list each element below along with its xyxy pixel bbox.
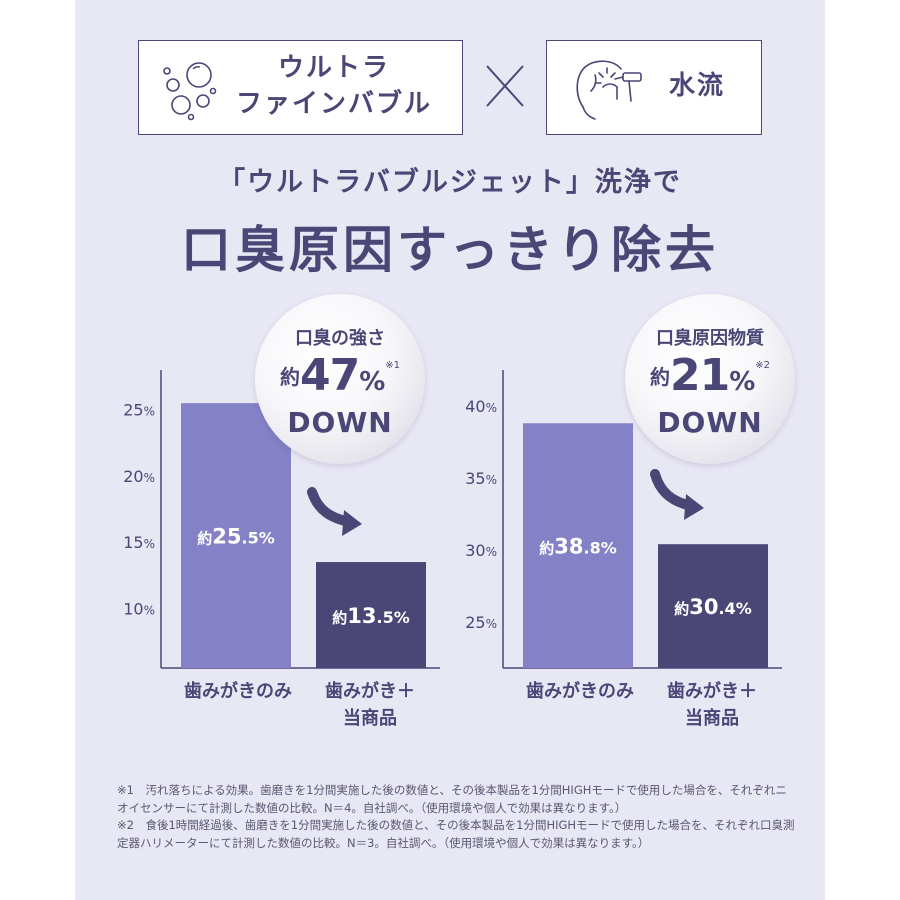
bar-value-int: 38 — [554, 535, 583, 559]
bar-value-label: 約38.8% — [539, 535, 617, 559]
badge-down: DOWN — [287, 406, 393, 439]
water-flow-label: 水流 — [668, 71, 725, 101]
y-tick-label: 30% — [465, 541, 497, 560]
category-label: 当商品 — [685, 707, 739, 729]
subtitle: 「ウルトラバブルジェット」洗浄で — [218, 167, 682, 198]
bar-value-dec: .4 — [719, 599, 736, 618]
y-tick-label: 35% — [465, 469, 497, 488]
footnote-1: ※1 汚れ落ちによる効果。歯磨きを1分間実施した後の数値と、その後本製品を1分間… — [117, 783, 787, 815]
y-tick-label: 25% — [465, 613, 497, 632]
y-tick-number: 25 — [123, 401, 143, 420]
decrease-arrowhead-icon — [684, 494, 704, 520]
footnote-2: ※2 食後1時間経過後、歯磨きを1分間実施した後の数値と、その後本製品を1分間H… — [117, 818, 795, 850]
y-tick-number: 35 — [465, 469, 485, 488]
y-tick-label: 25% — [123, 401, 155, 420]
y-tick-percent: % — [486, 473, 497, 487]
y-tick-number: 25 — [465, 613, 485, 632]
y-tick-percent: % — [144, 471, 155, 485]
y-tick-label: 20% — [123, 467, 155, 486]
y-tick-number: 10 — [123, 599, 143, 618]
badge-down: DOWN — [657, 406, 763, 439]
decrease-arrowhead-icon — [342, 510, 362, 536]
category-label: 歯みがき＋ — [667, 680, 757, 702]
bar-value-percent: % — [394, 608, 410, 627]
bubble-line1: ウルトラ — [277, 53, 390, 83]
badge-about: 約 — [649, 365, 670, 389]
y-tick-number: 15 — [123, 533, 143, 552]
y-tick-percent: % — [144, 603, 155, 617]
bar-brushing-plus-product — [316, 562, 426, 668]
water-flow-box: 水流 — [546, 40, 762, 135]
y-tick-label: 10% — [123, 599, 155, 618]
y-tick-percent: % — [486, 401, 497, 415]
bar-value-dec: .8 — [584, 539, 601, 558]
bar-brushing-only — [523, 423, 633, 668]
bar-value-percent: % — [736, 599, 752, 618]
badge-number: 47 — [299, 350, 360, 401]
bar-value-label: 約25.5% — [197, 525, 275, 549]
category-label: 歯みがきのみ — [526, 680, 634, 702]
bar-value-dec: .5 — [377, 608, 394, 627]
bar-value-int: 25 — [212, 525, 241, 549]
times-icon — [486, 65, 524, 107]
bar-value-percent: % — [259, 529, 275, 548]
y-tick-percent: % — [486, 545, 497, 559]
page-title: 口臭原因すっきり除去 — [181, 221, 719, 279]
badge-about: 約 — [279, 365, 300, 389]
bar-value-int: 13 — [347, 604, 376, 628]
badge-footnote-ref: ※1 — [385, 360, 401, 371]
badge-odor-substance: 口臭原因物質 約21%※2 DOWN — [625, 294, 795, 464]
bar-value-dec: .5 — [242, 529, 259, 548]
ultra-fine-bubble-box: ウルトラ ファインバブル — [138, 40, 463, 135]
y-tick-percent: % — [144, 405, 155, 419]
y-tick-number: 20 — [123, 467, 143, 486]
bar-value-percent: % — [601, 539, 617, 558]
bubble-line2: ファインバブル — [235, 89, 432, 119]
badge-footnote-ref: ※2 — [755, 360, 771, 371]
bar-value-about: 約 — [332, 609, 347, 627]
y-tick-label: 15% — [123, 533, 155, 552]
badge-label: 口臭の強さ — [295, 328, 385, 349]
bar-value-label: 約30.4% — [674, 595, 752, 619]
bar-brushing-only — [181, 403, 291, 668]
category-label: 歯みがきのみ — [184, 680, 292, 702]
badge-value: 約47%※1 — [255, 350, 425, 401]
badge-number: 21 — [669, 350, 730, 401]
badge-breath-intensity: 口臭の強さ 約47%※1 DOWN — [255, 294, 425, 464]
bar-brushing-plus-product — [658, 544, 768, 668]
bar-value-about: 約 — [197, 530, 212, 548]
category-label: 当商品 — [343, 707, 397, 729]
y-tick-number: 40 — [465, 397, 485, 416]
chart-breath-intensity: 10%15%20%25% 約25.5%約13.5% 歯みがきのみ 歯みがき＋当商品 — [123, 370, 440, 729]
chart-odor-substance: 25%30%35%40% 約38.8%約30.4% 歯みがきのみ 歯みがき＋当商品 — [465, 370, 782, 729]
y-tick-percent: % — [486, 617, 497, 631]
bar-value-int: 30 — [689, 595, 718, 619]
badge-value: 約21%※2 — [625, 350, 795, 401]
mouth-water-jet-icon — [576, 60, 642, 120]
category-label: 歯みがき＋ — [325, 680, 415, 702]
bar-value-about: 約 — [539, 540, 554, 558]
y-tick-label: 40% — [465, 397, 497, 416]
bubbles-icon — [163, 62, 217, 121]
badge-percent: % — [729, 367, 756, 397]
y-tick-percent: % — [144, 537, 155, 551]
footnotes: ※1 汚れ落ちによる効果。歯磨きを1分間実施した後の数値と、その後本製品を1分間… — [117, 782, 797, 852]
badge-percent: % — [359, 367, 386, 397]
bar-value-about: 約 — [674, 600, 689, 618]
bar-value-label: 約13.5% — [332, 604, 410, 628]
badge-label: 口臭原因物質 — [656, 328, 764, 349]
y-tick-number: 30 — [465, 541, 485, 560]
